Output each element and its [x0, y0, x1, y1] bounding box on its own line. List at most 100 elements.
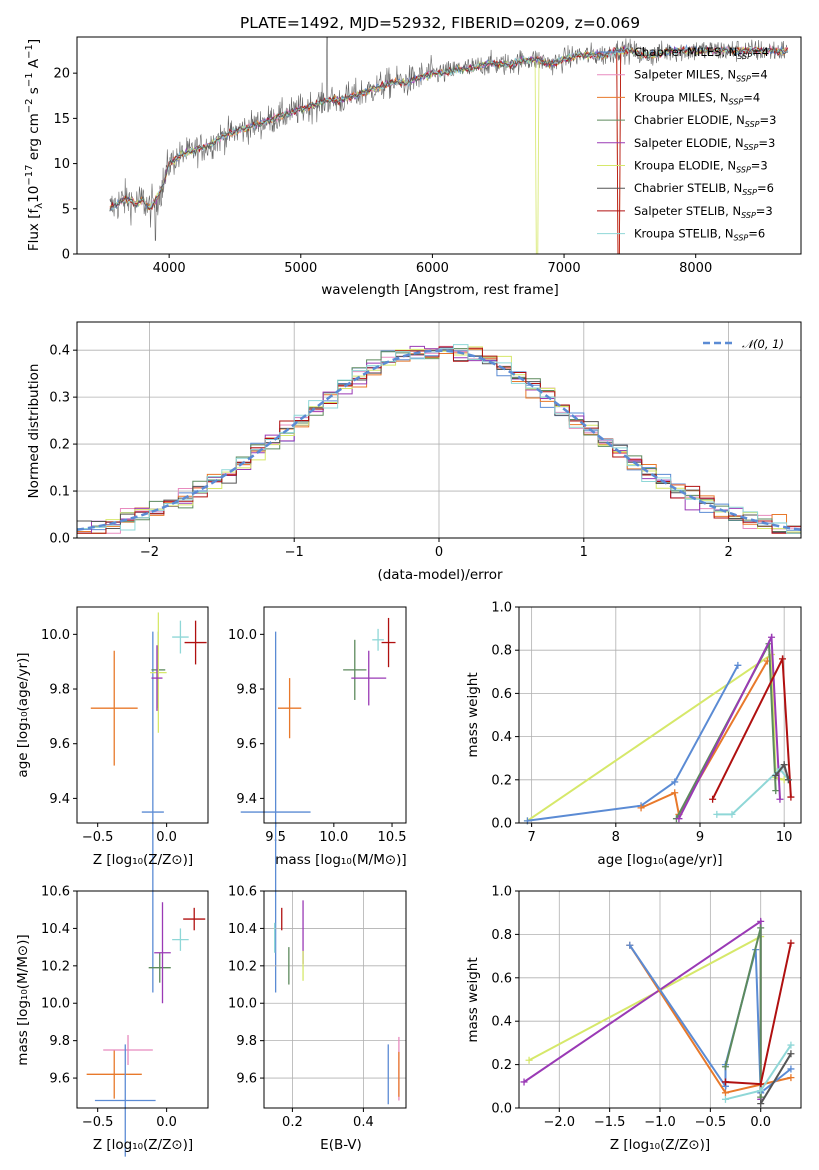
p3-x-tick-label: 0.0	[156, 830, 177, 845]
p6-y-tick-label: 10.4	[41, 922, 70, 937]
p1-axes-frame	[76, 36, 802, 255]
p4-y-tick-label: 9.6	[236, 737, 257, 752]
p5-weight-marker-2-4	[734, 661, 742, 669]
p8-weight-marker-8-1	[757, 1100, 765, 1108]
p1-x-tick-label: 5000	[284, 261, 317, 276]
p2-x-axis-label: (data-model)/error	[377, 567, 503, 583]
p3-y-tick-label: 9.6	[49, 737, 70, 752]
p7-axes-frame	[263, 890, 407, 1109]
p1-x-tick-label: 7000	[548, 261, 581, 276]
p8-x-tick-label: −1.5	[594, 1115, 626, 1130]
p5-x-tick-label: 7	[527, 830, 535, 845]
p8-y-tick-label: 1.0	[491, 885, 512, 900]
p8-weight-marker-7-3	[787, 1041, 795, 1049]
p5-weight-marker-3-2	[671, 789, 679, 797]
p8-weight-marker-5-2	[757, 924, 765, 932]
p8-weight-marker-3-2	[721, 1089, 729, 1097]
p3-y-axis-label: age [log₁₀(age/yr)]	[15, 652, 31, 777]
p5-x-tick-label: 9	[696, 830, 704, 845]
model-line-chabrier-stelib	[109, 45, 788, 212]
p3-x-axis-label: Z [log₁₀(Z/Z⊙)]	[93, 852, 193, 868]
p5-weight-marker-5-1	[675, 815, 683, 823]
p5-x-axis-label: age [log₁₀(age/yr)]	[597, 852, 722, 868]
normal-curve-line	[77, 349, 801, 532]
p5-weight-marker-5-3	[776, 795, 784, 803]
p8-weight-marker-6-2	[757, 1080, 765, 1088]
p7-y-tick-label: 10.4	[228, 922, 257, 937]
chart-title: PLATE=1492, MJD=52932, FIBERID=0209, z=0…	[240, 14, 640, 32]
p6-x-tick-label: −0.5	[82, 1115, 114, 1130]
p8-y-tick-label: 0.4	[491, 1015, 512, 1030]
p2-x-tick-label: 0	[435, 545, 443, 560]
p6-y-tick-label: 10.0	[41, 997, 70, 1012]
p4-x-axis-label: mass [log₁₀(M/M⊙)]	[275, 852, 406, 868]
p3-y-tick-label: 9.4	[49, 792, 70, 807]
p3-y-tick-label: 10.0	[41, 628, 70, 643]
p7-y-tick-label: 9.8	[236, 1034, 257, 1049]
p1-x-tick-label: 4000	[153, 261, 186, 276]
legend-label-5: Salpeter ELODIE, NSSP=3	[634, 136, 775, 152]
p5-weight-line-1	[526, 652, 785, 822]
p8-weight-marker-5-3	[757, 1093, 765, 1101]
p8-x-tick-label: −1.0	[644, 1115, 676, 1130]
p8-weight-marker-4-1	[626, 941, 634, 949]
p7-x-axis-label: E(B-V)	[320, 1137, 362, 1153]
p5-weight-marker-8-1	[772, 771, 780, 779]
p7-y-tick-label: 10.6	[228, 885, 257, 900]
p2-y-tick-label: 0.1	[49, 485, 70, 500]
legend-label-1: Chabrier MILES, NSSP=4	[634, 45, 769, 61]
p2-x-tick-label: 2	[724, 545, 732, 560]
p5-weight-marker-6-3	[787, 793, 795, 801]
p7-x-tick-label: 0.2	[282, 1115, 303, 1130]
p3-axes-frame	[76, 606, 209, 824]
p2-y-tick-label: 0.3	[49, 391, 70, 406]
p5-x-tick-label: 10	[776, 830, 793, 845]
p2-x-tick-label: −2	[140, 545, 159, 560]
p7-y-tick-label: 9.6	[236, 1072, 257, 1087]
p2-x-tick-label: −1	[285, 545, 304, 560]
p2-plot-area	[77, 344, 801, 538]
p8-weight-marker-3-3	[787, 1074, 795, 1082]
p8-weight-marker-4-6	[787, 1065, 795, 1073]
p8-axes-frame	[518, 890, 802, 1109]
p5-weight-marker-5-2	[768, 633, 776, 641]
legend-label-9: Kroupa STELIB, NSSP=6	[634, 227, 765, 243]
legend-label-3: Kroupa MILES, NSSP=4	[634, 90, 760, 106]
p8-x-tick-label: 0.0	[750, 1115, 771, 1130]
p5-y-tick-label: 0.8	[491, 644, 512, 659]
p5-y-tick-label: 0.0	[491, 817, 512, 832]
p8-x-tick-label: −2.0	[543, 1115, 575, 1130]
p1-x-axis-label: wavelength [Angstrom, rest frame]	[321, 282, 559, 298]
legend-label-4: Chabrier ELODIE, NSSP=3	[634, 113, 776, 129]
p1-y-tick-label: 5	[62, 202, 70, 217]
p8-weight-marker-5-1	[721, 1063, 729, 1071]
p1-y-tick-label: 10	[53, 157, 70, 172]
p5-weight-marker-7-2	[728, 810, 736, 818]
p3-x-tick-label: −0.5	[82, 830, 114, 845]
legend-normal-label: 𝒩(0, 1)	[742, 337, 784, 351]
p1-y-tick-label: 20	[53, 67, 70, 82]
p5-weight-marker-8-2	[780, 761, 788, 769]
p1-x-tick-label: 6000	[416, 261, 449, 276]
p8-y-tick-label: 0.8	[491, 928, 512, 943]
p1-y-tick-label: 0	[62, 248, 70, 263]
p8-x-axis-label: Z [log₁₀(Z/Z⊙)]	[610, 1137, 710, 1153]
p6-y-tick-label: 9.8	[49, 1034, 70, 1049]
p4-y-tick-label: 10.0	[228, 628, 257, 643]
legend-label-8: Salpeter STELIB, NSSP=3	[634, 204, 773, 220]
p2-y-tick-label: 0.4	[49, 344, 70, 359]
p8-weight-marker-7-2	[757, 1087, 765, 1095]
p5-weight-line-7	[716, 767, 790, 816]
p5-x-tick-label: 8	[612, 830, 620, 845]
p8-weight-marker-2-1	[520, 1078, 528, 1086]
p2-axes-frame	[76, 321, 802, 539]
p8-weight-marker-8-2	[787, 1050, 795, 1058]
p1-x-tick-label: 8000	[679, 261, 712, 276]
p2-y-tick-label: 0.2	[49, 438, 70, 453]
p6-y-axis-label: mass [log₁₀(M/M⊙)]	[15, 934, 31, 1065]
p5-weight-marker-4-3	[772, 787, 780, 795]
p6-y-tick-label: 9.6	[49, 1072, 70, 1087]
p5-weight-marker-7-1	[713, 810, 721, 818]
p1-plot-area	[109, 37, 789, 254]
